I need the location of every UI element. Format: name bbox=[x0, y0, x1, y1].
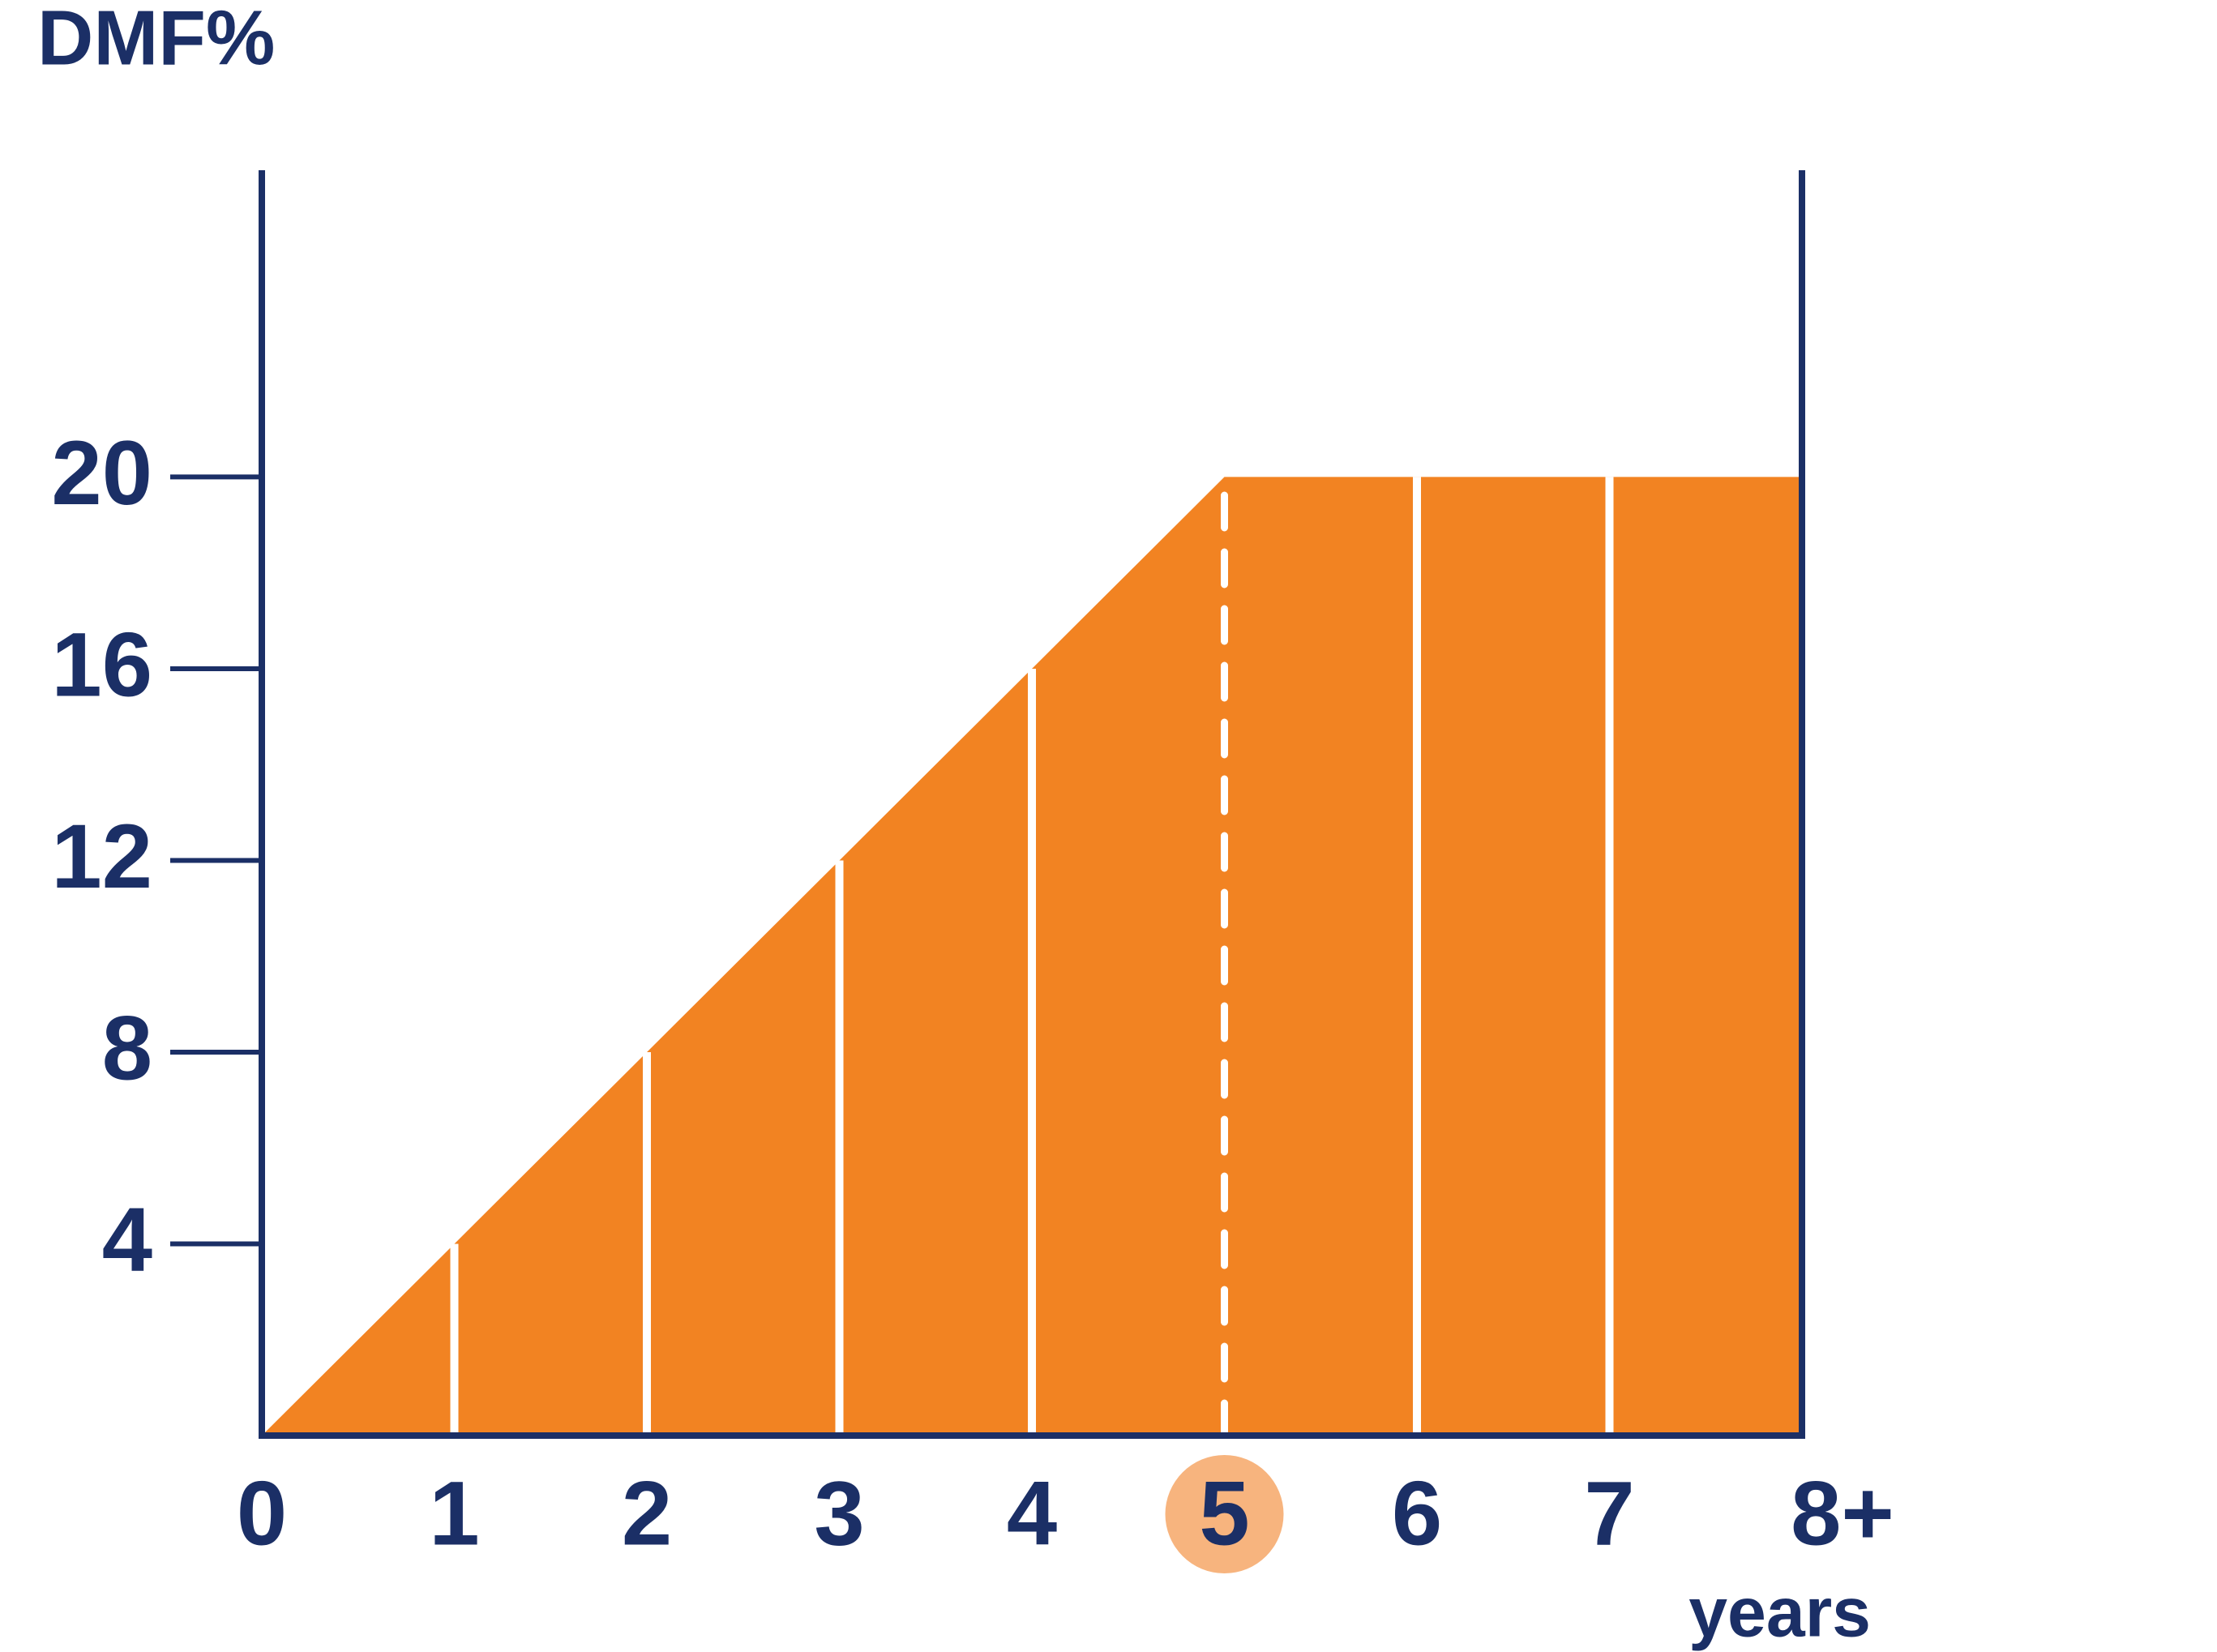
x-tick-label: 6 bbox=[1392, 1463, 1442, 1564]
y-tick-label: 12 bbox=[51, 806, 152, 907]
y-tick-label: 16 bbox=[51, 614, 152, 716]
y-axis-label: DMF% bbox=[37, 0, 275, 81]
y-tick-label: 8 bbox=[102, 998, 152, 1099]
x-tick-label: 7 bbox=[1584, 1463, 1634, 1564]
y-tick-label: 4 bbox=[102, 1189, 152, 1290]
x-tick-label: 1 bbox=[429, 1463, 479, 1564]
y-tick-label: 20 bbox=[51, 422, 152, 524]
x-axis-label: years bbox=[1688, 1574, 1871, 1652]
x-tick-label: 3 bbox=[814, 1463, 864, 1564]
x-tick-label: 8+ bbox=[1791, 1463, 1894, 1564]
x-tick-label: 0 bbox=[237, 1463, 287, 1564]
highlight-circle bbox=[1165, 1455, 1284, 1573]
x-tick-label: 2 bbox=[622, 1463, 672, 1564]
x-tick-label: 4 bbox=[1007, 1463, 1057, 1564]
x-tick-label: 5 bbox=[1199, 1463, 1249, 1564]
